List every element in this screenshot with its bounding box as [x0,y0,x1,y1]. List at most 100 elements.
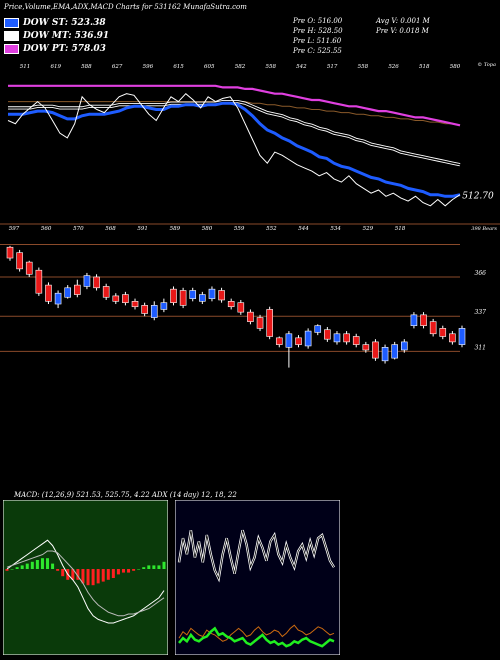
macd-hist-bar [101,569,105,582]
price-top-label: 518 [395,226,406,232]
adx-panel-bg [175,500,340,655]
candle-body [227,301,235,308]
candle-body [266,309,273,337]
price-top-label: 534 [330,226,341,232]
macd-hist-bar [30,561,34,569]
candle-body [74,284,81,295]
candle-body [25,261,33,275]
candle-body [420,314,427,326]
macd-hist-bar [86,569,90,586]
candle-body [237,302,245,313]
candle-body [391,344,398,359]
price-hline-label: 337 [475,309,487,316]
candle-body [102,286,110,298]
macd-hist-bar [96,569,100,584]
macd-hist-bar [91,569,95,586]
macd-hist-bar [35,560,39,569]
ema-top-right-label: © Topa [477,61,496,68]
macd-signal-line [6,550,165,617]
stat-pre-open: Pre O: 516.00 [293,17,343,25]
ema-top-label: 582 [235,64,246,70]
macd-hist-bar [46,558,50,569]
candle-body [150,305,158,318]
price-hline-label: 366 [475,270,487,277]
candle-body [458,328,466,345]
candle-body [314,325,322,333]
candle-body [199,294,206,302]
macd-hist-bar [5,569,9,571]
candle-body [16,252,23,270]
macd-hist-bar [51,563,55,569]
macd-hist-bar [81,569,85,584]
macd-hist-bar [56,569,60,571]
candle-body [179,290,187,306]
ema-series-line-mt-outer [8,100,461,167]
candle-body [285,333,293,348]
price-top-label: 529 [363,226,374,232]
candle-body [93,276,100,289]
candle-body [218,290,225,301]
candle-body [247,311,254,322]
ema-top-label: 558 [358,64,369,70]
candle-body [343,333,350,343]
ema-top-label: 580 [450,64,461,70]
candle-body [304,330,312,347]
candle-body [381,347,389,362]
candle-body [122,294,129,303]
adx-line-inner [178,530,335,580]
ema-top-label: 627 [112,64,123,70]
price-top-label: 570 [73,226,84,232]
candle-body [208,288,216,299]
price-top-label: 597 [9,226,20,232]
macd-panel-bg [3,500,168,655]
candle-body [449,333,456,343]
macd-hist-bar [10,569,14,570]
macd-hist-bar [142,567,146,569]
ema-chart: 511 619 588 627 596 615 605 582 558 542 517 558 526 5… [0,61,500,225]
macd-hist-bar [116,569,120,575]
price-top-label: 552 [266,226,277,232]
page-title: Price,Volume,EMA,ADX,MACD Charts for 531… [4,3,247,11]
ema-top-label: 542 [296,64,307,70]
macd-hist-bar [15,567,19,569]
legend-swatch-st [4,17,19,28]
macd-hist-bar [106,569,110,580]
adx-chart [175,500,340,655]
candle-body [189,290,197,299]
candle-body [131,301,139,308]
price-top-label: 589 [170,226,181,232]
candle-body [372,341,379,359]
stat-pre-volume: Pre V: 0.018 M [376,27,429,35]
macd-hist-bar [147,565,151,569]
price-top-label: 559 [234,226,245,232]
legend-label-mt: DOW MT: 536.91 [23,30,110,41]
candle-body [429,321,437,335]
macd-hist-bar [162,561,166,569]
candle-body [64,287,72,298]
candle-body [112,295,120,302]
adx-plus-di-line [178,624,335,642]
legend-item-mt: DOW MT: 536.91 [4,30,109,41]
ema-top-label: 605 [204,64,215,70]
macd-hist-bar [111,569,115,578]
macd-hist-bar [25,563,29,569]
macd-hist-bar [137,569,141,570]
candle-body [45,284,52,302]
macd-hist-bar [152,565,156,569]
macd-hist-bar [157,565,161,569]
candle-body [170,288,177,303]
legend-label-pt: DOW PT: 578.03 [23,43,106,54]
price-top-label: 580 [202,226,213,232]
candle-body [141,305,148,314]
macd-chart [3,500,168,655]
price-top-label: 568 [105,226,116,232]
ema-series-line-mt-inner [8,100,461,166]
macd-hist-bar [127,569,131,573]
ema-series-line-price [7,93,461,207]
ema-top-label: 615 [173,64,184,70]
legend-label-st: DOW ST: 523.38 [23,17,106,28]
macd-hist-bar [40,558,44,569]
candle-body [400,341,408,351]
adx-minus-di-line [178,626,335,648]
